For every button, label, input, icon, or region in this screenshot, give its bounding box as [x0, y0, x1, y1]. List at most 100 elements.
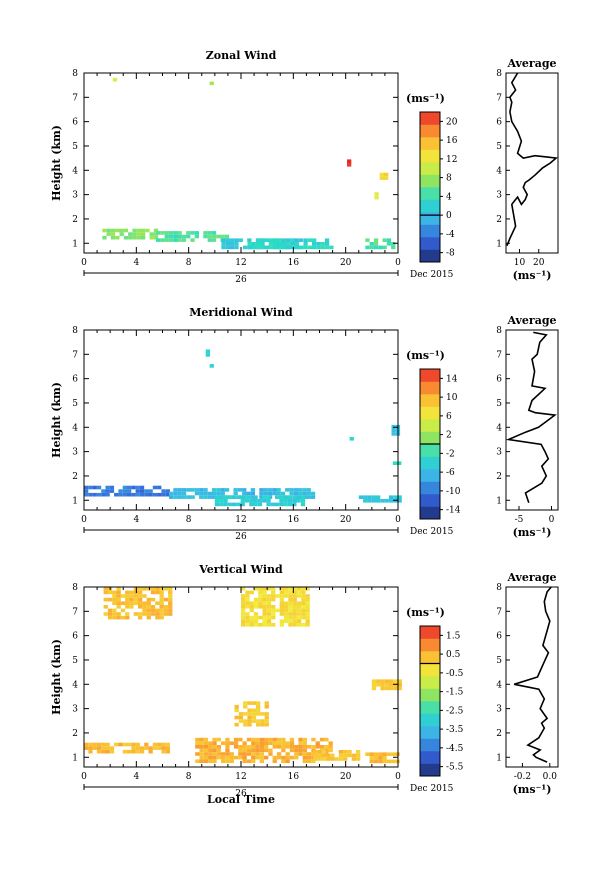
heatmap-cell: [284, 615, 289, 620]
heatmap-cell: [306, 488, 311, 492]
heatmap-cell: [186, 231, 191, 235]
heatmap-cell: [157, 485, 162, 490]
heatmap-cell: [194, 234, 199, 239]
heatmap-cell: [294, 238, 299, 242]
heatmap-cell: [257, 499, 263, 503]
heatmap-cell: [285, 741, 290, 745]
heatmap-cell: [300, 499, 306, 503]
heatmap-cell: [264, 748, 269, 753]
colorbar-tick-label: 16: [446, 136, 458, 146]
heatmap-cell: [246, 748, 252, 753]
heatmap-cell: [225, 238, 230, 242]
heatmap-cell: [165, 749, 170, 754]
heatmap-cell: [311, 745, 316, 749]
heatmap-cell: [296, 619, 302, 623]
heatmap-cell: [212, 759, 217, 763]
heatmap-cell: [292, 597, 297, 602]
heatmap-cell: [246, 491, 251, 496]
heatmap-cell: [305, 601, 310, 605]
heatmap-cell: [378, 759, 383, 764]
heatmap-cell: [234, 715, 239, 720]
heatmap-cell: [307, 752, 312, 756]
heatmap-cell: [88, 742, 93, 747]
heatmap-cell: [163, 608, 169, 613]
heatmap-cell: [150, 587, 156, 591]
heatmap-cell: [251, 708, 256, 713]
heatmap-cell: [343, 757, 348, 761]
colorbar-swatch: [420, 651, 440, 664]
heatmap-cell: [116, 615, 121, 620]
heatmap-cell: [255, 752, 260, 756]
heatmap-cell: [272, 741, 277, 745]
heatmap-cell: [136, 232, 141, 236]
heatmap-cell: [106, 232, 111, 236]
heatmap-patch-5: [112, 77, 118, 82]
colorbar-tick-label: -3.5: [446, 725, 464, 735]
heatmap-cell: [266, 587, 272, 591]
heatmap-cell: [194, 488, 200, 492]
heatmap-cell: [139, 749, 145, 754]
heatmap-cell: [275, 502, 280, 507]
heatmap-cell: [266, 608, 272, 613]
profile-x-tick-label: 0.0: [543, 772, 558, 782]
heatmap-cell: [250, 495, 255, 499]
heatmap-cell: [302, 741, 307, 745]
heatmap-cell: [292, 608, 297, 613]
heatmap-cell: [283, 499, 288, 503]
heatmap-cell: [233, 741, 239, 745]
heatmap-cell: [305, 612, 310, 616]
heatmap-cell: [378, 245, 383, 250]
heatmap-cell: [225, 748, 230, 753]
heatmap-cell: [284, 608, 289, 613]
heatmap-cell: [288, 601, 293, 605]
heatmap-cell: [122, 489, 127, 493]
heatmap-cell: [275, 495, 280, 499]
heatmap-cell: [288, 597, 293, 602]
heatmap-cell: [356, 750, 361, 754]
heatmap-cell: [107, 608, 113, 613]
heatmap-cell: [127, 749, 132, 754]
heatmap-cell: [347, 750, 352, 754]
heatmap-cell: [251, 712, 256, 716]
heatmap-cell: [103, 590, 108, 595]
heatmap-cell: [177, 495, 182, 499]
heatmap-cell: [376, 499, 381, 503]
x-tick-label: 0: [395, 258, 401, 268]
heatmap-cell: [367, 499, 372, 503]
heatmap-cell: [249, 615, 254, 620]
heatmap-cell: [159, 612, 164, 616]
heatmap-cell: [281, 737, 286, 742]
heatmap-cell: [212, 745, 217, 749]
heatmap-cell: [313, 757, 318, 761]
heatmap-cell: [292, 495, 297, 499]
heatmap-cell: [324, 745, 329, 749]
heatmap-cell: [168, 597, 173, 602]
heatmap-cell: [203, 748, 209, 753]
heatmap-cell: [289, 745, 295, 749]
heatmap-cell: [256, 245, 261, 250]
heatmap-cell: [289, 491, 294, 496]
heatmap-cell: [301, 587, 306, 591]
heatmap-cell: [382, 752, 387, 756]
heatmap-cell: [299, 245, 304, 250]
heatmap-cell: [241, 597, 246, 602]
profile-y-tick-label: 7: [496, 607, 502, 617]
heatmap-cell: [367, 495, 372, 499]
heatmap-cell: [307, 745, 312, 749]
y-tick-label: 3: [72, 191, 78, 201]
heatmap-cell: [203, 737, 209, 742]
heatmap-cell: [373, 238, 379, 242]
heatmap-cell: [233, 755, 239, 760]
heatmap-cell: [129, 605, 134, 609]
profile-x-tick-label: 0: [549, 515, 555, 525]
heatmap-cell: [88, 746, 93, 750]
heatmap-cell: [262, 619, 267, 623]
heatmap-cell: [241, 601, 246, 605]
heatmap-cell: [298, 488, 303, 492]
heatmap-cell: [233, 488, 238, 492]
heatmap-cell: [279, 597, 284, 602]
heatmap-cell: [391, 759, 396, 764]
heatmap-cell: [250, 491, 255, 496]
heatmap-cell: [88, 485, 93, 490]
heatmap-cell: [284, 587, 289, 591]
